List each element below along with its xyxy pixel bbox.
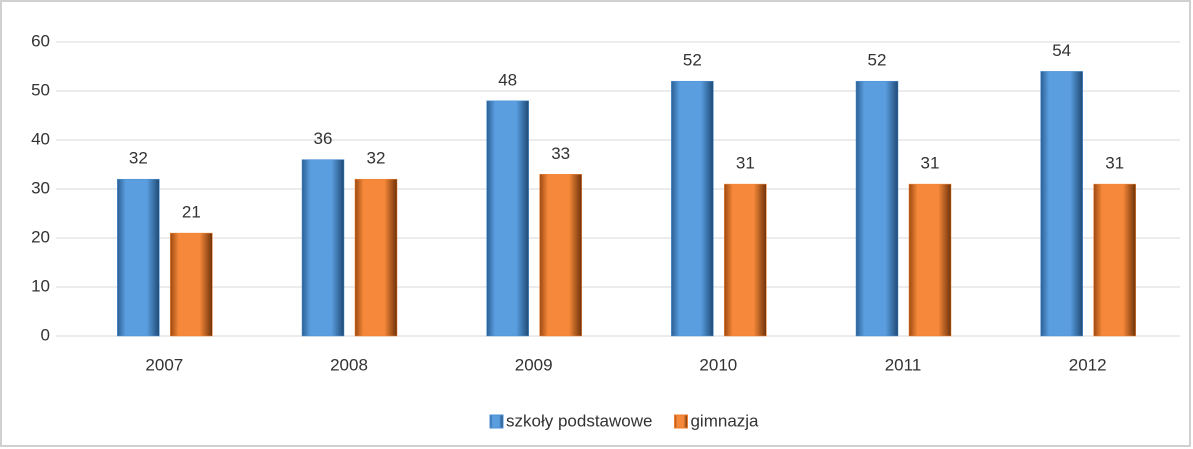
legend-label: gimnazja bbox=[690, 411, 759, 430]
bar bbox=[301, 159, 345, 337]
bar bbox=[855, 80, 899, 337]
bar bbox=[1040, 71, 1083, 337]
data-label: 31 bbox=[1105, 154, 1124, 173]
data-label: 32 bbox=[129, 149, 148, 168]
x-tick-label: 2009 bbox=[515, 355, 553, 374]
legend-swatch bbox=[489, 414, 504, 429]
bar bbox=[354, 178, 398, 337]
y-tick-label: 20 bbox=[31, 227, 50, 246]
x-tick-label: 2008 bbox=[330, 355, 368, 374]
data-label: 21 bbox=[182, 203, 201, 222]
legend-swatch bbox=[673, 414, 688, 429]
data-label: 31 bbox=[921, 154, 940, 173]
y-tick-label: 10 bbox=[31, 276, 50, 295]
x-tick-label: 2010 bbox=[699, 355, 737, 374]
data-label: 32 bbox=[367, 149, 386, 168]
data-label: 36 bbox=[314, 129, 333, 148]
data-label: 52 bbox=[683, 51, 702, 70]
data-label: 52 bbox=[868, 51, 887, 70]
legend-label: szkoły podstawowe bbox=[506, 411, 652, 430]
x-tick-label: 2007 bbox=[145, 355, 183, 374]
y-tick-label: 0 bbox=[41, 325, 50, 344]
data-label: 31 bbox=[736, 154, 755, 173]
bar bbox=[117, 178, 160, 337]
y-tick-label: 30 bbox=[31, 178, 50, 197]
bar bbox=[539, 174, 582, 337]
x-tick-label: 2011 bbox=[885, 355, 922, 374]
data-label: 54 bbox=[1052, 41, 1071, 60]
y-tick-label: 40 bbox=[31, 129, 50, 148]
y-tick-label: 60 bbox=[31, 31, 50, 50]
y-tick-label: 50 bbox=[31, 80, 50, 99]
bar bbox=[486, 100, 529, 337]
bar bbox=[908, 183, 952, 337]
data-label: 33 bbox=[551, 144, 570, 163]
data-label: 48 bbox=[498, 70, 517, 89]
bar bbox=[1093, 183, 1136, 337]
bar bbox=[671, 80, 714, 337]
bar bbox=[170, 232, 213, 337]
x-tick-label: 2012 bbox=[1069, 355, 1107, 374]
bar bbox=[724, 183, 767, 337]
